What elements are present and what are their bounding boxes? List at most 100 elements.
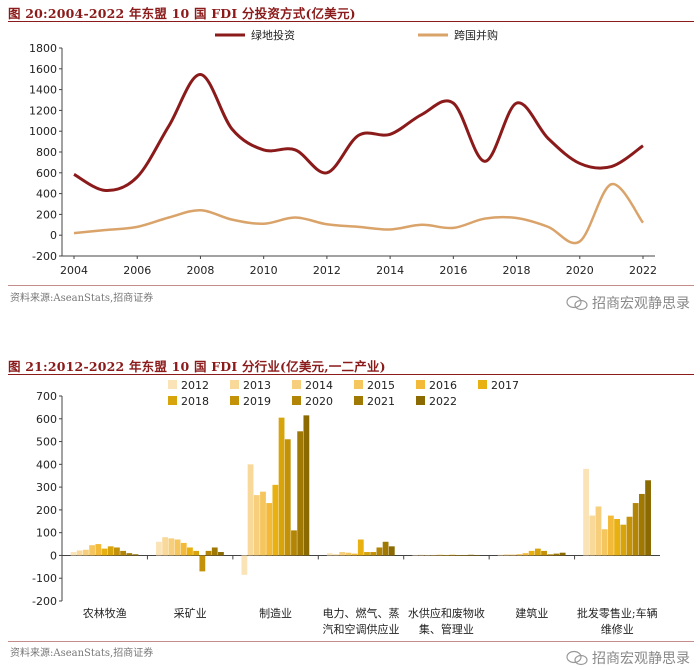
bar-2020 [120,550,127,556]
bar-2019 [370,552,377,556]
line-chart-series [73,73,645,245]
figure20-watermark-text: 招商宏观静思录 [592,296,690,312]
category-label: 水供应和废物收 [408,606,485,620]
bar-2014 [83,549,89,556]
legend-label-2012: 2012 [181,379,209,392]
y-tick-label: 100 [36,527,57,540]
y-tick-label: 200 [36,504,57,517]
figure21-title-rule [8,374,694,375]
bar-2017 [272,484,279,556]
legend-label-2017: 2017 [491,379,519,392]
bar-2021 [126,553,133,556]
figure20-title: 图 20:2004-2022 年东盟 10 国 FDI 分投资方式(亿美元) [8,6,356,21]
bar-2021 [297,431,304,556]
bar-2021 [553,553,560,556]
bar-2021 [382,541,389,556]
figure21-bottom-rule [8,641,694,642]
figure21-source: 资料来源:AseanStats,招商证券 [10,648,154,659]
y-tick-label: 400 [36,458,57,471]
bar-2019 [199,555,206,572]
x-tick-label: 2008 [186,264,214,277]
legend-label-2019: 2019 [243,395,271,408]
figure20-title-rule [8,21,694,22]
bar-2015 [260,491,266,556]
legend-label-2016: 2016 [429,379,457,392]
legend-label-2021: 2021 [367,395,395,408]
bar-2022 [559,552,566,556]
bar-2012 [241,555,248,575]
bar-2016 [180,542,187,556]
bar-2018 [193,550,200,556]
series-line-1 [73,182,645,245]
x-tick-label: 2020 [566,264,594,277]
bar-2013 [333,554,339,556]
line-chart: 绿地投资 跨国并购 -200 0 200 400 600 800 1000 1200 1400 16… [29,28,657,277]
bar-2022 [645,480,651,556]
line-chart-legend: 绿地投资 跨国并购 [215,28,498,42]
bar-2022 [388,546,395,556]
bar-chart: 2012 2013 2014 2015 2016 2017 2018 2019 2020 2021… [32,379,660,636]
category-label: 维修业 [601,622,634,636]
bar-2016 [266,503,273,556]
y-tick-label: 600 [36,413,57,426]
x-tick-label: 2014 [376,264,404,277]
bar-2022 [132,554,139,556]
bar-2020 [632,503,639,556]
bar-2013 [589,515,596,556]
bar-chart-legend: 2012 2013 2014 2015 2016 2017 2018 2019 2020 2021… [168,379,519,408]
legend-label-2013: 2013 [243,379,271,392]
legend-swatch-2012 [168,380,177,389]
x-tick-label: 2004 [60,264,88,277]
bar-2012 [70,552,77,556]
wechat-icon [566,650,588,666]
bar-2014 [510,554,516,556]
y-tick-label: -200 [32,250,57,263]
y-tick-label: 1200 [29,104,57,117]
legend-label-2014: 2014 [305,379,333,392]
bar-2015 [89,545,96,556]
bar-2017 [357,539,364,556]
figure21-watermark: 招商宏观静思录 [566,648,690,668]
figure21-watermark-text: 招商宏观静思录 [592,651,690,667]
bar-2013 [162,537,169,556]
y-tick-label: 1000 [29,125,57,138]
bar-2017 [614,519,620,556]
bar-2019 [114,547,120,556]
bar-2016 [351,553,358,556]
y-tick-label: 1800 [29,42,57,55]
y-tick-label: 500 [36,436,57,449]
x-tick-label: 2010 [250,264,278,277]
bar-2018 [107,546,114,556]
y-tick-label: 800 [36,146,57,159]
y-tick-label: 300 [36,481,57,494]
bar-2013 [418,554,425,556]
y-tick-label: 200 [36,208,57,221]
bar-2017 [101,548,108,556]
bar-2015 [516,554,523,556]
bar-2016 [607,515,614,556]
bar-2015 [174,539,181,556]
bar-2012 [497,554,504,556]
legend-swatch-2022 [416,396,425,405]
legend-swatch-2013 [230,380,239,389]
legend-label-1: 跨国并购 [454,28,498,42]
bar-2020 [547,554,554,556]
category-label: 集、管理业 [419,622,474,636]
bar-2014 [168,538,175,556]
bar-chart-bars [70,415,651,575]
bar-2016 [522,553,529,556]
bar-2014 [595,506,602,556]
bar-2021 [211,547,218,556]
figure20-bottom-rule [8,285,694,286]
series-line-0 [73,73,644,192]
bar-2015 [601,529,608,556]
bar-2013 [76,550,83,556]
legend-label-2018: 2018 [181,395,209,408]
category-label: 汽和空调供应业 [323,622,400,636]
bar-2022 [303,415,310,556]
legend-swatch-2017 [478,380,487,389]
wechat-icon [566,295,588,311]
category-label: 电力、燃气、蒸 [323,606,400,620]
bar-2013 [247,464,254,556]
